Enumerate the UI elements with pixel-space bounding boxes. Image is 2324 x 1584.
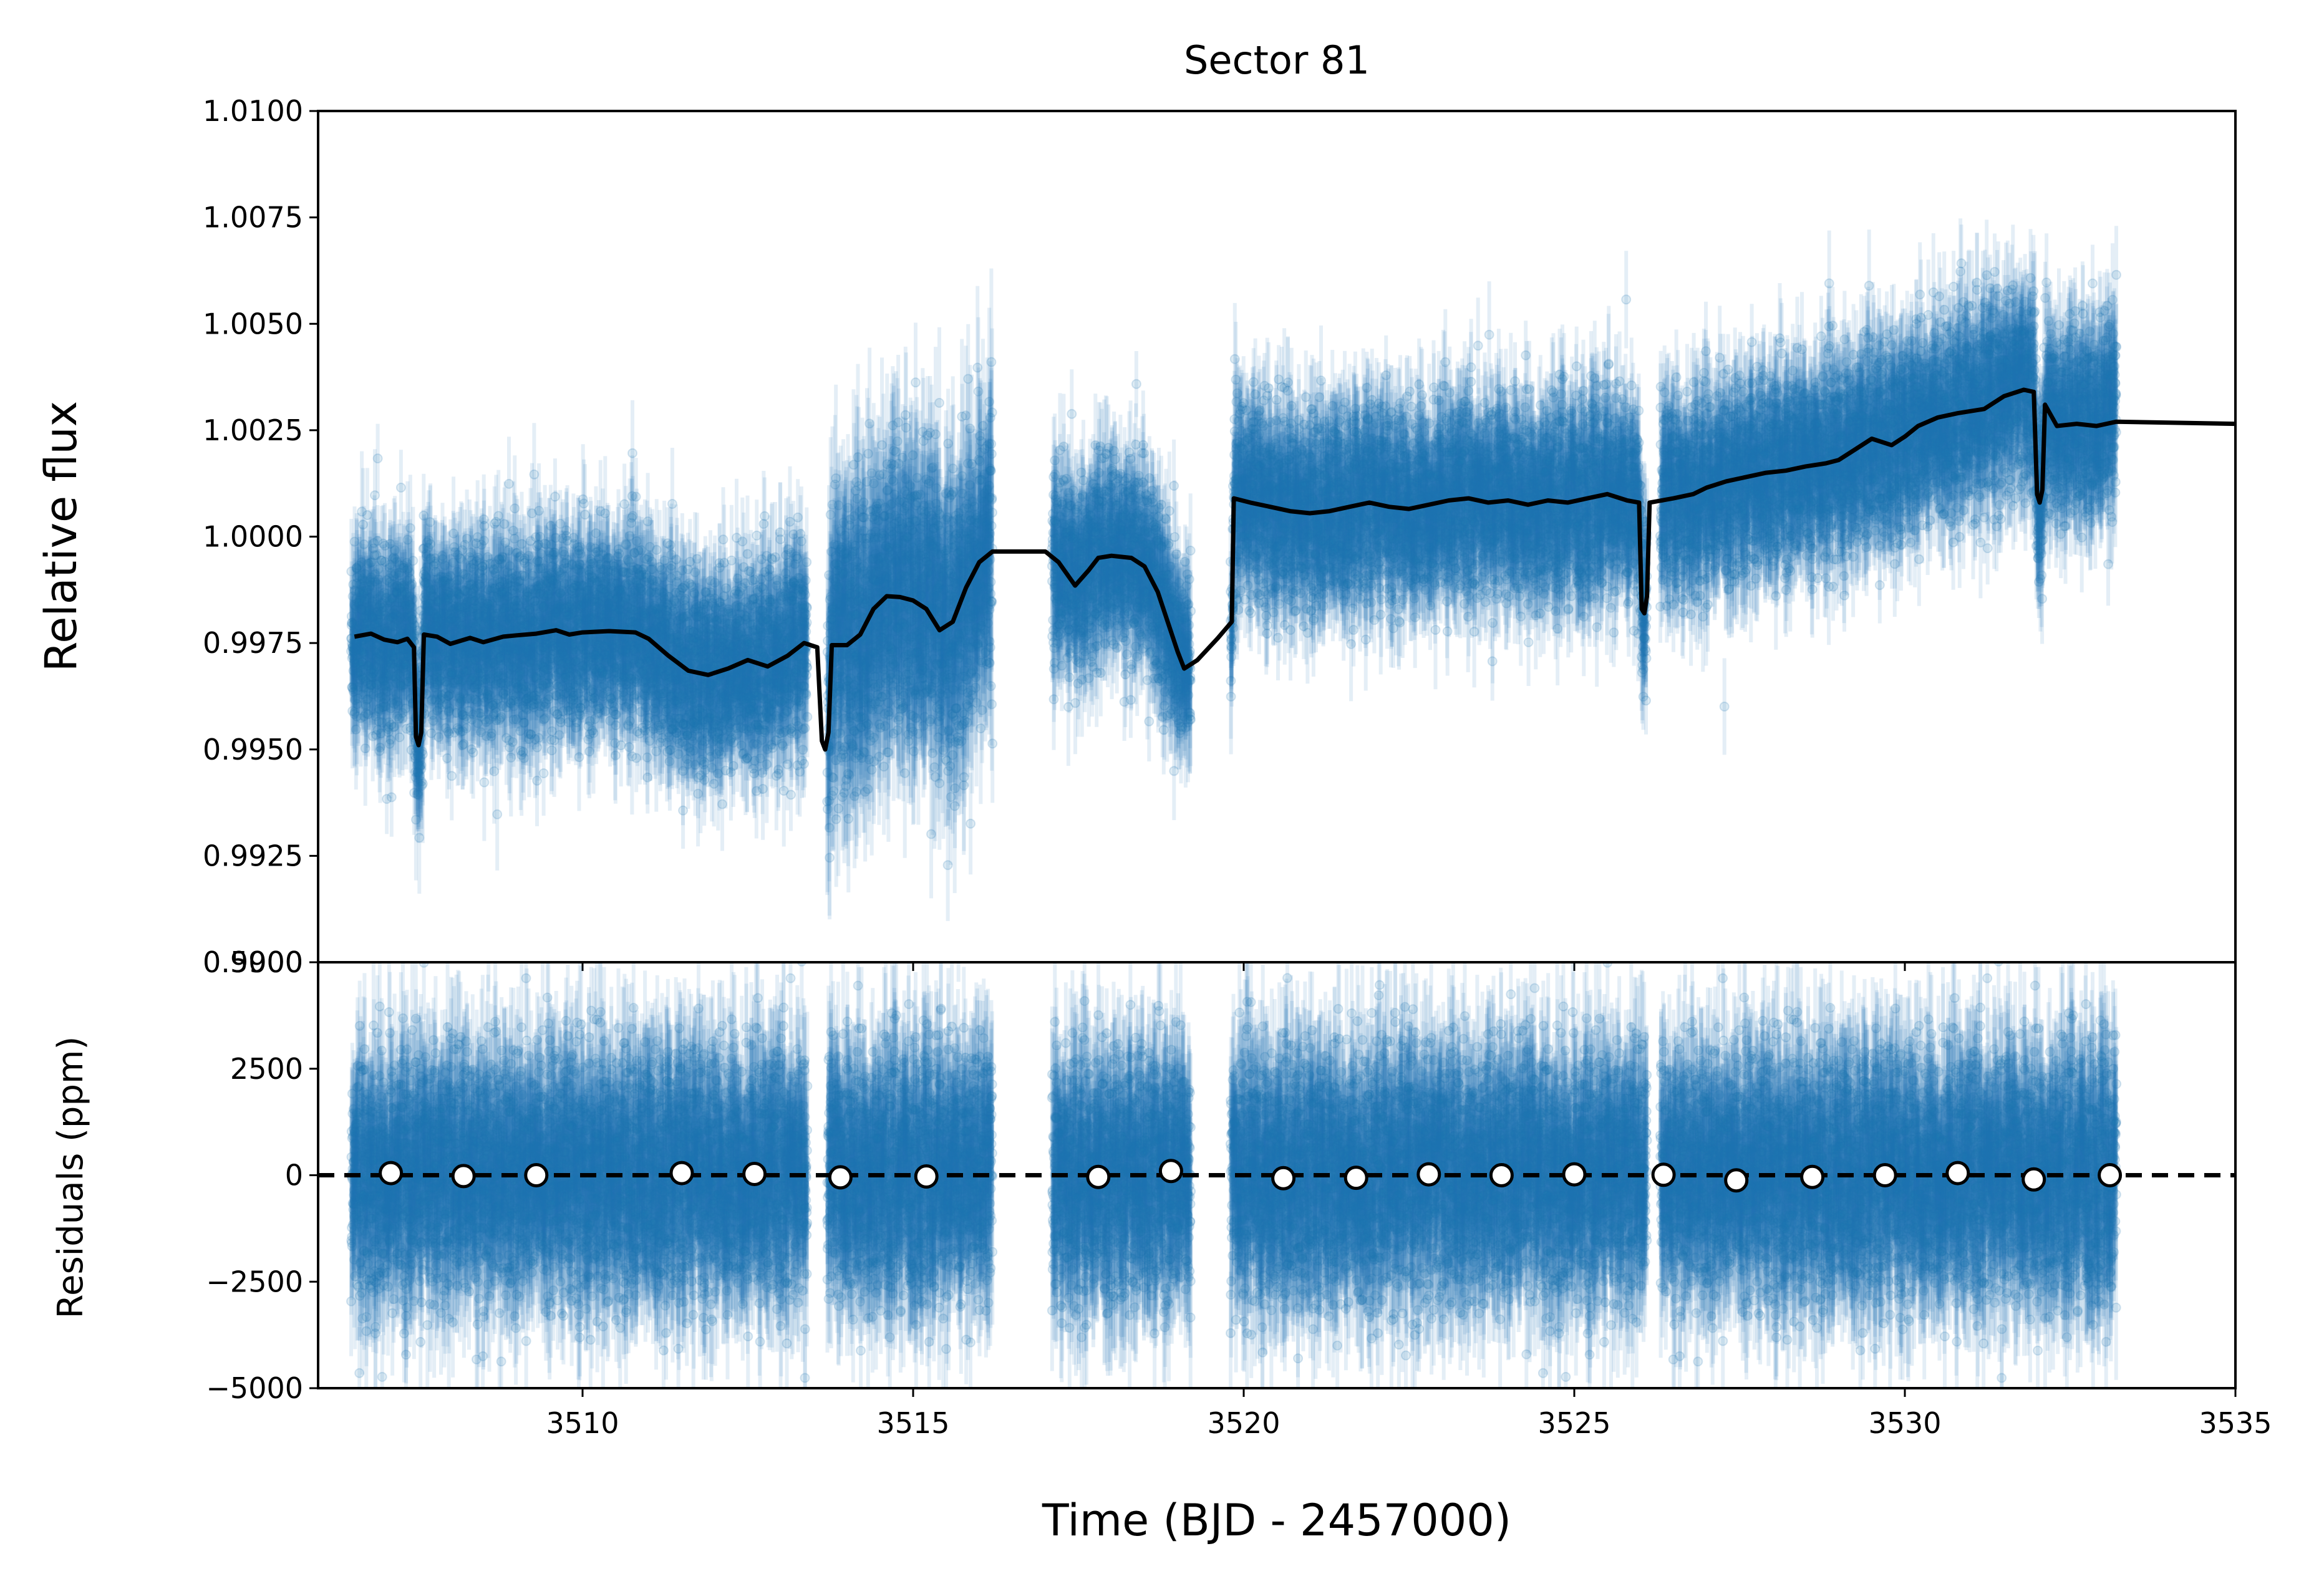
- chart-title: Sector 81: [1184, 37, 1370, 83]
